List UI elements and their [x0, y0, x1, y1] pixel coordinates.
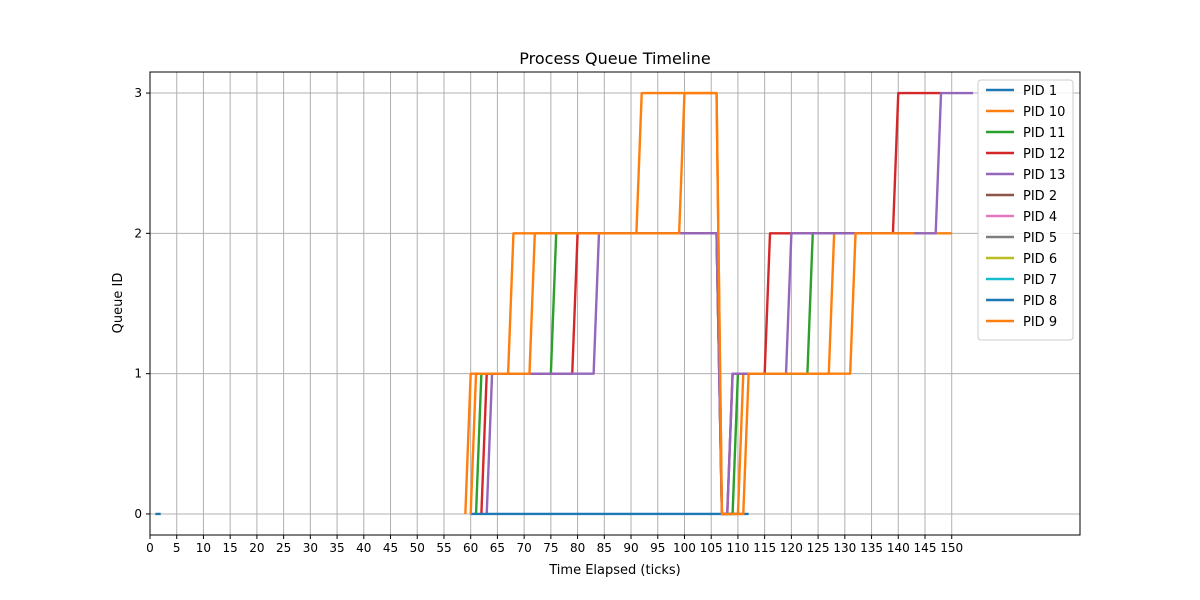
legend-entry: PID 5: [1023, 231, 1057, 246]
x-tick-label: 30: [303, 541, 318, 555]
x-tick-label: 145: [914, 541, 937, 555]
y-axis: 0 1 2 3: [134, 86, 150, 521]
legend-entry: PID 7: [1023, 273, 1057, 288]
x-tick-label: 85: [597, 541, 612, 555]
x-tick-label: 130: [833, 541, 856, 555]
legend-entry: PID 13: [1023, 168, 1065, 183]
x-tick-label: 15: [223, 541, 238, 555]
legend-entry: PID 6: [1023, 252, 1057, 267]
x-tick-label: 140: [887, 541, 910, 555]
legend-entry: PID 4: [1023, 210, 1057, 225]
x-tick-label: 100: [673, 541, 696, 555]
legend-entry: PID 11: [1023, 126, 1065, 141]
x-tick-label: 0: [146, 541, 154, 555]
x-tick-label: 105: [700, 541, 723, 555]
series-group: [155, 91, 974, 516]
x-tick-label: 70: [516, 541, 531, 555]
legend: PID 1 PID 10 PID 11 PID 12 PID 13 PID 2 PID 4 P…: [977, 79, 1074, 341]
x-tick-label: 5: [173, 541, 181, 555]
x-tick-label: 10: [196, 541, 211, 555]
series-line-pid-9: [469, 91, 915, 516]
legend-box: [977, 79, 1074, 341]
y-tick-label: 2: [134, 226, 142, 240]
x-tick-label: 125: [807, 541, 830, 555]
x-axis: 0 5 10 15 20 25 30 35 40 45 50 55 60 65 70 75 80 85 90 95 10…: [146, 535, 963, 555]
x-tick-label: 20: [249, 541, 264, 555]
x-tick-label: 80: [570, 541, 585, 555]
x-tick-label: 95: [650, 541, 665, 555]
x-tick-label: 60: [463, 541, 478, 555]
x-axis-label: Time Elapsed (ticks): [548, 563, 680, 578]
x-tick-label: 55: [436, 541, 451, 555]
x-tick-label: 115: [753, 541, 776, 555]
y-tick-label: 0: [134, 507, 142, 521]
plot-frame: [149, 71, 1081, 536]
x-tick-label: 135: [860, 541, 883, 555]
x-tick-label: 45: [383, 541, 398, 555]
x-tick-label: 110: [726, 541, 749, 555]
x-tick-label: 75: [543, 541, 558, 555]
y-tick-label: 3: [134, 86, 142, 100]
x-tick-label: 90: [623, 541, 638, 555]
x-tick-label: 25: [276, 541, 291, 555]
legend-entry: PID 2: [1023, 189, 1057, 204]
x-tick-label: 150: [940, 541, 963, 555]
x-tick-label: 50: [410, 541, 425, 555]
x-tick-label: 40: [356, 541, 371, 555]
y-axis-label: Queue ID: [111, 273, 126, 334]
legend-entry: PID 1: [1023, 84, 1057, 99]
legend-entry: PID 9: [1023, 315, 1057, 330]
x-tick-label: 35: [329, 541, 344, 555]
x-tick-label: 65: [490, 541, 505, 555]
legend-entry: PID 10: [1023, 105, 1065, 120]
x-tick-label: 120: [780, 541, 803, 555]
legend-entry: PID 8: [1023, 294, 1057, 309]
legend-entry: PID 12: [1023, 147, 1065, 162]
y-tick-label: 1: [134, 367, 142, 381]
chart-title: Process Queue Timeline: [519, 49, 710, 68]
